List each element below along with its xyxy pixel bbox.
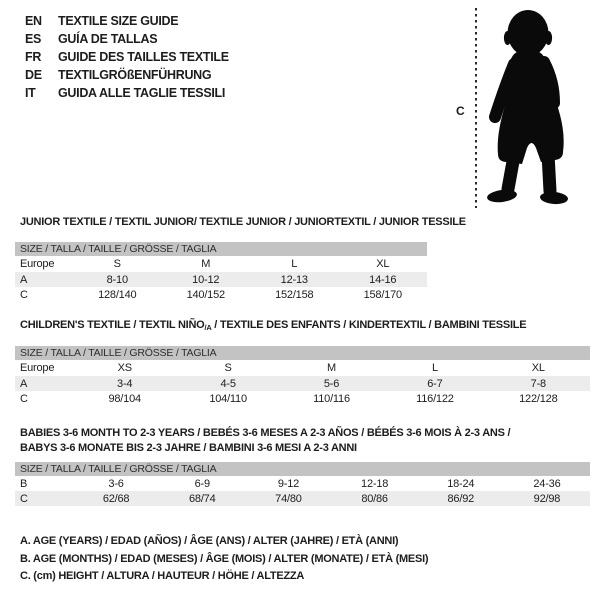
cell: 104/110 — [209, 392, 247, 405]
row-label: A — [20, 273, 28, 286]
cell: 122/128 — [519, 392, 558, 405]
language-row-de: DE TEXTILGRÖßENFÜHRUNG — [25, 66, 229, 84]
cell: 158/170 — [363, 288, 403, 301]
row-label: C — [20, 492, 28, 505]
language-code: EN — [25, 14, 42, 28]
cell: 152/158 — [275, 288, 314, 301]
column-header: L — [291, 258, 298, 270]
column-header: XL — [376, 258, 390, 270]
cell: 110/116 — [313, 392, 350, 405]
language-row-en: EN TEXTILE SIZE GUIDE — [25, 12, 229, 30]
cell: 7-8 — [530, 377, 547, 390]
footnotes: A. AGE (YEARS) / EDAD (AÑOS) / ÂGE (ANS)… — [20, 535, 429, 588]
column-header: S — [224, 362, 232, 374]
size-header-bar: SIZE / TALLA / TAILLE / GRÖSSE / TAGLIA — [15, 242, 427, 256]
cell: 128/140 — [98, 288, 137, 301]
childrens-table-title: CHILDREN'S TEXTILE / TEXTIL NIÑO/A / TEX… — [20, 318, 527, 335]
cell: 116/122 — [416, 392, 454, 405]
title-subscript: /A — [204, 323, 212, 332]
row-label: A — [20, 377, 28, 390]
cell: 10-12 — [192, 273, 220, 286]
cell: 80/86 — [361, 492, 388, 505]
language-label: TEXTILE SIZE GUIDE — [58, 14, 179, 28]
cell: 74/80 — [275, 492, 302, 505]
cell: 24-36 — [533, 477, 561, 490]
cell: 12-13 — [280, 273, 308, 286]
row-label: B — [20, 477, 28, 490]
cell: 68/74 — [188, 492, 216, 505]
cell: 98/104 — [108, 392, 141, 405]
cell: 6-7 — [427, 377, 443, 390]
footnote-a: A. AGE (YEARS) / EDAD (AÑOS) / ÂGE (ANS)… — [20, 535, 399, 547]
cell: 9-12 — [277, 477, 300, 490]
cell: 92/98 — [533, 492, 561, 505]
column-header: Europe — [20, 258, 55, 270]
column-header: S — [113, 258, 121, 270]
title-text: / TEXTILE DES ENFANTS / KINDERTEXTIL / B… — [211, 319, 527, 331]
cell: 4-5 — [220, 377, 236, 390]
row-label: C — [20, 288, 28, 301]
language-label: GUÍA DE TALLAS — [58, 32, 158, 46]
column-header: M — [201, 258, 211, 270]
cell: 6-9 — [194, 477, 211, 490]
title-text: CHILDREN'S TEXTILE / TEXTIL NIÑO — [20, 319, 205, 331]
column-header: L — [431, 362, 438, 374]
language-label: TEXTILGRÖßENFÜHRUNG — [58, 68, 212, 82]
language-label: GUIDE DES TAILLES TEXTILE — [58, 50, 229, 64]
column-header: Europe — [20, 362, 55, 374]
cell: 14-16 — [369, 273, 397, 286]
size-header-bar: SIZE / TALLA / TAILLE / GRÖSSE / TAGLIA — [15, 462, 590, 476]
column-header: M — [327, 362, 336, 374]
baby-silhouette-icon — [487, 10, 568, 205]
row-label: C — [20, 392, 28, 405]
cell: 12-18 — [361, 477, 389, 490]
language-code: FR — [25, 50, 42, 64]
cell: 140/152 — [186, 288, 226, 301]
childrens-column-header-row: Europe XS S M L XL — [15, 360, 590, 376]
junior-table-title: JUNIOR TEXTILE / TEXTIL JUNIOR/ TEXTILE … — [20, 216, 466, 228]
cell: 86/92 — [447, 492, 475, 505]
cell: 62/68 — [102, 492, 130, 505]
table-row-height: C 62/68 68/74 74/80 80/86 86/92 92/98 — [15, 491, 590, 506]
table-row-age: A 8-10 10-12 12-13 14-16 — [15, 272, 427, 287]
babies-table: SIZE / TALLA / TAILLE / GRÖSSE / TAGLIA … — [15, 462, 590, 506]
cell: 3-4 — [117, 377, 133, 390]
cell: 5-6 — [323, 377, 340, 390]
column-header: XL — [531, 362, 545, 374]
babies-table-title: BABIES 3-6 MONTH TO 2-3 YEARS / BEBÉS 3-… — [20, 426, 511, 456]
language-label: GUIDA ALLE TAGLIE TESSILI — [58, 86, 226, 100]
cell: 8-10 — [106, 273, 128, 286]
table-row-age: A 3-4 4-5 5-6 6-7 7-8 — [15, 376, 590, 391]
language-row-it: IT GUIDA ALLE TAGLIE TESSILI — [25, 84, 229, 102]
column-header: XS — [117, 362, 132, 374]
junior-column-header-row: Europe S M L XL — [15, 256, 427, 272]
size-header-bar: SIZE / TALLA / TAILLE / GRÖSSE / TAGLIA — [15, 346, 590, 360]
language-row-es: ES GUÍA DE TALLAS — [25, 30, 229, 48]
footnote-b: B. AGE (MONTHS) / EDAD (MESES) / ÂGE (MO… — [20, 552, 429, 565]
title-line-1: BABIES 3-6 MONTH TO 2-3 YEARS / BEBÉS 3-… — [20, 427, 511, 439]
table-row-age-months: B 3-6 6-9 9-12 12-18 18-24 24-36 — [15, 476, 590, 491]
cell: 18-24 — [447, 477, 475, 490]
cell: 3-6 — [108, 477, 124, 490]
language-code: DE — [25, 68, 42, 82]
footnote-c: C. (cm) HEIGHT / ALTURA / HAUTEUR / HÖHE… — [20, 570, 305, 582]
title-line-2: BABYS 3-6 MONATE BIS 2-3 JAHRE / BAMBINI… — [20, 442, 357, 454]
language-code: ES — [25, 32, 42, 46]
height-marker-line — [475, 8, 477, 208]
table-row-height: C 128/140 140/152 152/158 158/170 — [15, 287, 427, 302]
childrens-table: SIZE / TALLA / TAILLE / GRÖSSE / TAGLIA … — [15, 346, 590, 406]
language-row-fr: FR GUIDE DES TAILLES TEXTILE — [25, 48, 229, 66]
height-marker-label: C — [456, 104, 465, 118]
language-code: IT — [25, 86, 36, 100]
junior-table: SIZE / TALLA / TAILLE / GRÖSSE / TAGLIA … — [15, 242, 427, 302]
language-list: EN TEXTILE SIZE GUIDE ES GUÍA DE TALLAS … — [25, 12, 229, 102]
table-row-height: C 98/104 104/110 110/116 116/122 122/128 — [15, 391, 590, 406]
